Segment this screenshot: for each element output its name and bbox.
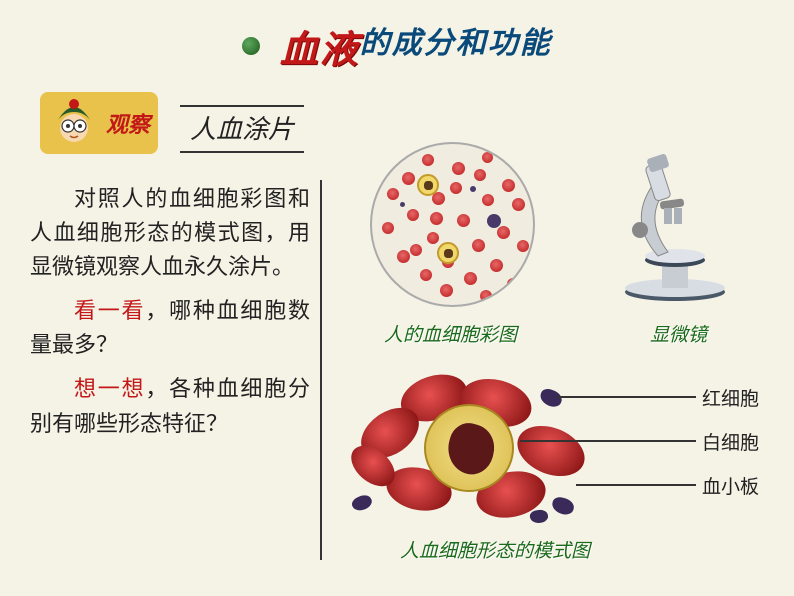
caption-microscope: 显微镜 <box>650 320 707 347</box>
paragraph-3: 想一想，各种血细胞分别有哪些形态特征？ <box>30 372 310 440</box>
title-red: 血液 <box>280 30 360 72</box>
body-text: 对照人的血细胞彩图和人血细胞形态的模式图，用显微镜观察人血永久涂片。 看一看，哪… <box>30 182 310 451</box>
p3-red: 想一想 <box>74 376 145 401</box>
paragraph-1: 对照人的血细胞彩图和人血细胞形态的模式图，用显微镜观察人血永久涂片。 <box>30 182 310 284</box>
microscope-icon <box>610 152 740 302</box>
blood-smear-image <box>370 142 535 307</box>
subtitle: 人血涂片 <box>180 105 304 153</box>
label-wbc: 白细胞 <box>702 428 759 455</box>
label-line-rbc <box>556 396 696 398</box>
caption-smear: 人的血细胞彩图 <box>384 320 517 347</box>
label-rbc: 红细胞 <box>702 384 759 411</box>
p3-rest: ，各种血细胞分别有哪些形态特征？ <box>30 376 310 435</box>
p2-red: 看一看 <box>74 298 145 323</box>
observe-badge: 观察 <box>40 92 158 154</box>
p2-rest: ，哪种血细胞数量最多？ <box>30 298 310 357</box>
paragraph-2: 看一看，哪种血细胞数量最多？ <box>30 294 310 362</box>
bullet-icon <box>242 37 260 55</box>
observe-label: 观察 <box>106 107 150 139</box>
label-line-plt <box>576 484 696 486</box>
page-title: 血液的成分和功能 <box>0 18 794 74</box>
vertical-divider <box>320 180 322 560</box>
label-plt: 血小板 <box>702 472 759 499</box>
observer-icon <box>50 98 98 146</box>
title-rest: 的成分和功能 <box>360 27 552 60</box>
caption-diagram: 人血细胞形态的模式图 <box>400 536 590 563</box>
label-line-wbc <box>520 440 696 442</box>
